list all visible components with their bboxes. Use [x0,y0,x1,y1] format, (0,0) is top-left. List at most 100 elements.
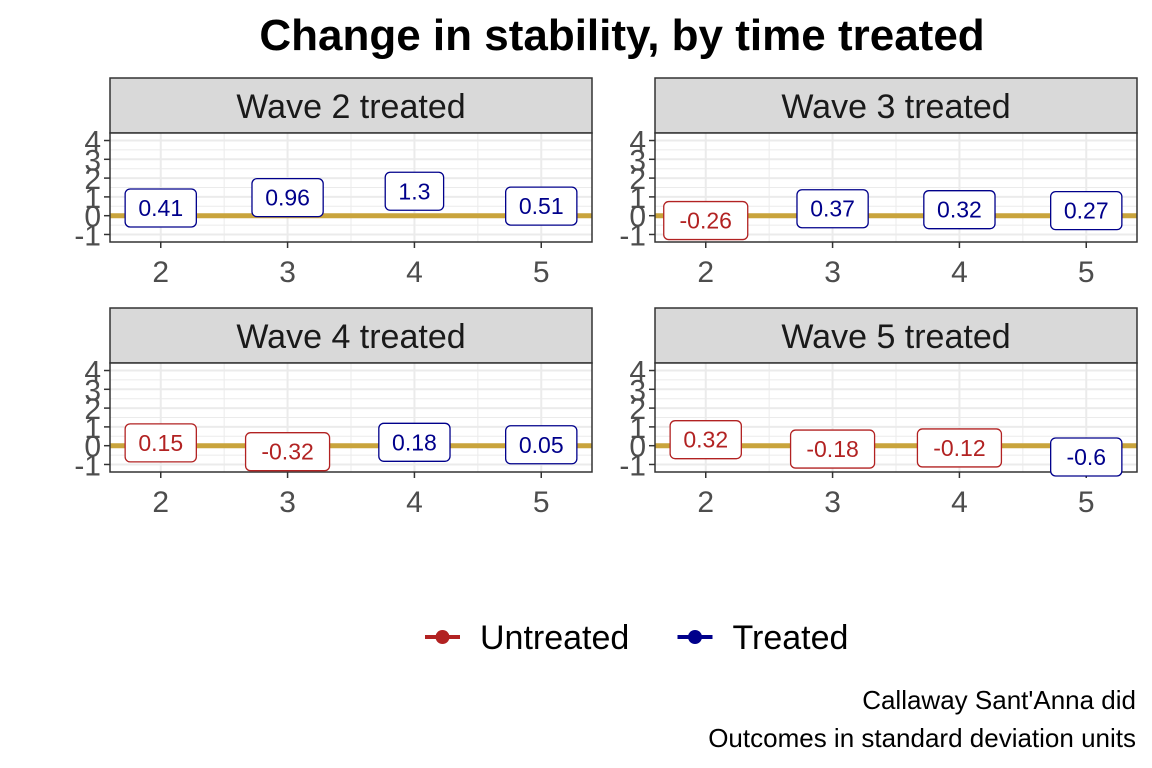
data-label-box [669,420,742,460]
legend-item: Treated [677,619,849,657]
y-tick-label: 4 [629,356,646,389]
data-label: 0.51 [505,186,578,226]
x-tick-label: 4 [406,486,423,519]
data-label-text: 0.05 [519,432,564,458]
legend-key-point [688,630,702,644]
panel-border [109,132,593,243]
y-tick-label: 3 [84,144,101,177]
data-label-box [916,428,1003,468]
data-label: 0.15 [124,423,197,463]
y-tick-label: 1 [629,182,646,215]
y-tick-label: 3 [629,374,646,407]
legend-item: Untreated [425,619,629,657]
x-tick-label: 2 [152,256,169,289]
y-tick-label: -1 [619,449,646,482]
data-label: -0.32 [244,432,331,472]
x-tick-label: 4 [406,256,423,289]
data-label-text: 0.32 [683,427,728,453]
y-tick-label: 2 [84,163,101,196]
y-tick-label: 1 [84,182,101,215]
y-tick-label: 4 [84,356,101,389]
data-label-box [251,177,324,218]
facet-strip [109,77,593,134]
data-label-text: 0.37 [810,196,855,222]
legend-label: Treated [733,619,849,657]
data-label-box [124,423,197,463]
data-label: 0.18 [378,422,451,462]
y-tick-label: 1 [84,412,101,445]
data-label-text: 0.18 [392,429,437,455]
data-label-box [124,188,197,228]
legend-label: Untreated [480,619,629,657]
y-tick-label: 1 [629,412,646,445]
y-tick-label: 0 [84,201,101,234]
data-label-box [505,425,578,465]
y-tick-label: 2 [629,393,646,426]
data-label: -0.6 [1050,437,1123,477]
caption-line: Outcomes in standard deviation units [708,723,1136,753]
panel-border [654,132,1138,243]
data-label: 0.41 [124,188,197,228]
data-label-text: 1.3 [398,178,430,204]
data-label-box [1050,437,1123,477]
data-label-text: -0.6 [1066,444,1106,470]
data-label-box [923,190,996,230]
data-label-box [384,171,445,211]
data-label-text: 0.15 [138,430,183,456]
data-label: -0.12 [916,428,1003,468]
y-tick-label: -1 [74,219,101,252]
facet-strip-label: Wave 4 treated [236,318,465,356]
data-label-text: 0.41 [138,195,183,221]
data-label: 0.96 [251,177,324,218]
panel-border [654,362,1138,473]
data-label-text: -0.18 [806,436,858,462]
data-label: 0.27 [1050,190,1123,231]
y-tick-label: 0 [84,431,101,464]
x-tick-label: 3 [824,486,841,519]
x-tick-label: 2 [152,486,169,519]
chart-title: Change in stability, by time treated [259,11,984,60]
x-tick-label: 3 [279,256,296,289]
y-tick-label: 2 [84,393,101,426]
x-tick-label: 4 [951,256,968,289]
data-label-text: 0.27 [1064,198,1109,224]
data-label-box [796,189,869,229]
facet-strip-label: Wave 3 treated [781,88,1010,126]
data-label: 0.32 [923,190,996,230]
data-label: -0.26 [663,200,749,241]
facet-strip [109,307,593,364]
x-tick-label: 4 [951,486,968,519]
legend: Untreated Treated [425,619,848,657]
caption-line: Callaway Sant'Anna did [862,685,1136,715]
x-tick-label: 5 [533,256,550,289]
data-label-box [789,429,876,469]
data-label: 0.05 [505,425,578,465]
x-tick-label: 2 [697,256,714,289]
facet-strip [654,77,1138,134]
y-tick-label: 0 [629,431,646,464]
data-label: 1.3 [384,171,445,211]
data-label-box [378,422,451,462]
facet-strip-label: Wave 2 treated [236,88,465,126]
data-label-text: -0.12 [933,435,985,461]
y-tick-label: 4 [84,126,101,159]
x-tick-label: 5 [1078,256,1095,289]
y-tick-label: -1 [619,219,646,252]
y-tick-label: 2 [629,163,646,196]
x-tick-label: 3 [279,486,296,519]
data-label: 0.32 [669,420,742,460]
y-tick-label: 3 [84,374,101,407]
y-tick-label: 0 [629,201,646,234]
data-label-box [1050,190,1123,231]
data-label-text: -0.26 [680,208,732,234]
x-tick-label: 3 [824,256,841,289]
data-label-text: 0.32 [937,197,982,223]
legend-key-point [435,630,450,644]
data-label-box [244,432,331,472]
y-tick-label: -1 [74,449,101,482]
x-tick-label: 2 [697,486,714,519]
facet-strip-label: Wave 5 treated [781,318,1010,356]
